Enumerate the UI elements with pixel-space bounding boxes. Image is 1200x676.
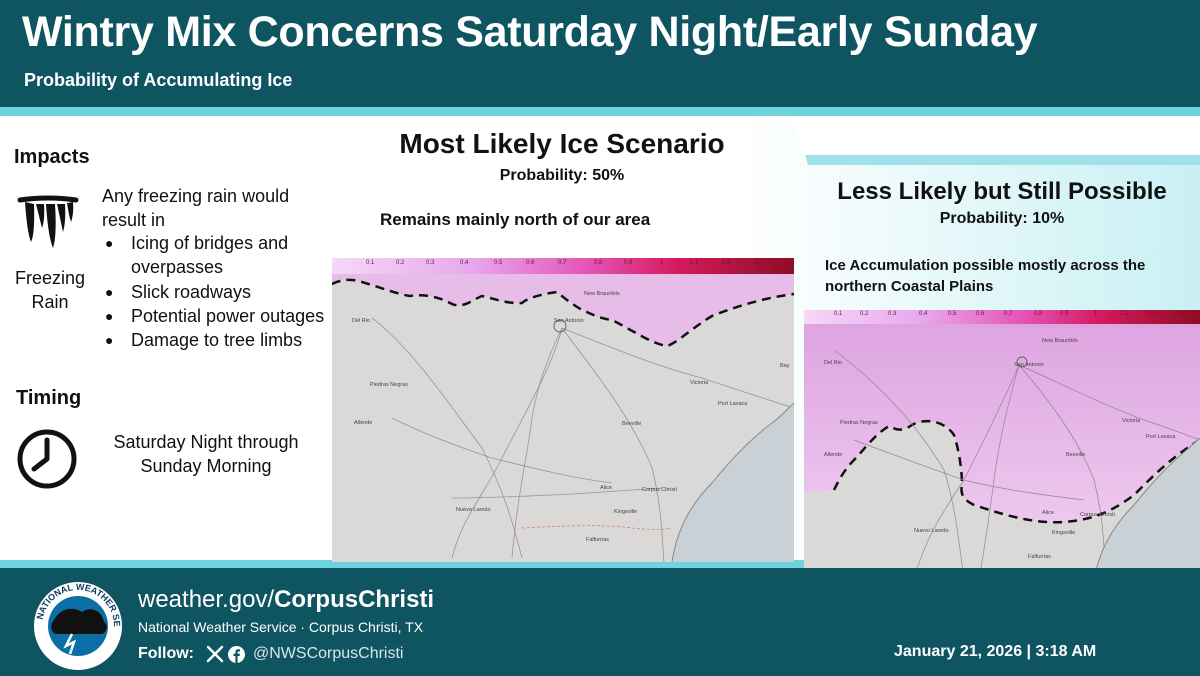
scale-tick: 0.2 bbox=[396, 260, 405, 266]
city-label: Corpus Christi bbox=[642, 487, 677, 493]
scale-tick: 0.9 bbox=[1060, 311, 1069, 317]
page-title: Wintry Mix Concerns Saturday Night/Early… bbox=[22, 8, 1038, 56]
city-label: San Antonio bbox=[554, 318, 584, 324]
impacts-intro: Any freezing rain would result in bbox=[102, 186, 290, 230]
list-item: Icing of bridges and overpasses bbox=[100, 231, 361, 280]
ice-map-less-likely: 0.1 0.2 0.3 0.4 0.5 0.6 0.7 0.8 0.9 1 1.… bbox=[804, 310, 1200, 580]
scale-tick: 0.5 bbox=[948, 311, 957, 317]
scale-tick: 0.7 bbox=[1004, 311, 1013, 317]
city-label: Allende bbox=[354, 420, 373, 426]
scale-tick: 0.2 bbox=[860, 311, 869, 317]
city-label: Victoria bbox=[690, 380, 709, 386]
scale-tick: 1 bbox=[1094, 311, 1098, 317]
city-label: Falfurrias bbox=[586, 537, 609, 543]
follow-label: Follow: bbox=[138, 645, 194, 662]
scale-tick: 0.7 bbox=[558, 260, 567, 266]
scale-tick: 0.8 bbox=[594, 260, 603, 266]
website-link[interactable]: weather.gov/CorpusChristi bbox=[138, 586, 434, 614]
city-label: Kingsville bbox=[1052, 530, 1076, 536]
ice-scale-bar: 0.1 0.2 0.3 0.4 0.5 0.6 0.7 0.8 0.9 1 1.… bbox=[332, 258, 794, 274]
scenario-main-note: Remains mainly north of our area bbox=[380, 210, 651, 229]
list-item: Slick roadways bbox=[100, 280, 361, 305]
city-label: Beeville bbox=[1066, 452, 1086, 458]
issued-datetime: January 21, 2026 | 3:18 AM bbox=[894, 643, 1097, 660]
office-name: National Weather Service · Corpus Christ… bbox=[138, 619, 424, 635]
freezing-rain-icon bbox=[17, 195, 79, 248]
scenario-main-probability: Probability: 50% bbox=[499, 167, 625, 184]
city-label: New Braunfels bbox=[584, 291, 620, 297]
social-handle[interactable]: @NWSCorpusChristi bbox=[253, 645, 404, 662]
city-label: Piedras Negras bbox=[840, 420, 878, 426]
city-label: Port Lavaca bbox=[718, 401, 748, 407]
city-label: Beeville bbox=[622, 421, 642, 427]
city-label: New Braunfels bbox=[1042, 338, 1078, 344]
scale-tick: 0.6 bbox=[976, 311, 985, 317]
website-prefix: weather.gov/ bbox=[138, 586, 275, 613]
scale-tick: 1.2 bbox=[1148, 311, 1157, 317]
scale-tick: 1.1 bbox=[1120, 311, 1129, 317]
city-label: San Antonio bbox=[1014, 362, 1044, 368]
timing-heading: Timing bbox=[16, 387, 82, 409]
impacts-heading: Impacts bbox=[14, 146, 90, 168]
page-subtitle: Probability of Accumulating Ice bbox=[24, 70, 293, 90]
scenario-alt-probability: Probability: 10% bbox=[939, 210, 1065, 227]
scale-tick: 0.4 bbox=[919, 311, 928, 317]
scale-tick: 1 bbox=[660, 260, 664, 266]
city-label: Victoria bbox=[1122, 418, 1141, 424]
nws-logo: NATIONAL WEATHER SERVICE bbox=[32, 580, 122, 670]
city-label: Allende bbox=[824, 452, 843, 458]
scale-tick: 0.9 bbox=[624, 260, 633, 266]
city-label: Del Rio bbox=[352, 318, 371, 324]
city-label: Alice bbox=[600, 485, 612, 491]
city-label: Del Rio bbox=[824, 360, 843, 366]
website-office: CorpusChristi bbox=[274, 586, 435, 613]
city-label: Nuevo Laredo bbox=[914, 528, 949, 534]
scale-tick: 1.1 bbox=[690, 260, 699, 266]
scale-tick: 0.5 bbox=[494, 260, 503, 266]
city-label: Falfurrias bbox=[1028, 554, 1051, 560]
facebook-icon[interactable] bbox=[228, 646, 245, 663]
city-label: Corpus Christi bbox=[1080, 512, 1115, 518]
ice-scale-bar: 0.1 0.2 0.3 0.4 0.5 0.6 0.7 0.8 0.9 1 1.… bbox=[804, 310, 1200, 324]
scenario-main-title: Most Likely Ice Scenario bbox=[399, 128, 725, 159]
scale-tick: 0.3 bbox=[888, 311, 897, 317]
freezing-rain-label: Freezing Rain bbox=[14, 268, 86, 312]
city-label: Nuevo Laredo bbox=[456, 507, 491, 513]
city-label: Piedras Negras bbox=[370, 382, 408, 388]
header-stripe bbox=[0, 107, 1200, 116]
scale-tick: 0.4 bbox=[460, 260, 469, 266]
impacts-list: Icing of bridges and overpasses Slick ro… bbox=[100, 231, 361, 353]
scale-tick: 1.3 bbox=[1176, 311, 1185, 317]
scenario-alt-title: Less Likely but Still Possible bbox=[837, 178, 1167, 205]
timing-text: Saturday Night through Sunday Morning bbox=[113, 432, 299, 476]
city-label: Kingsville bbox=[614, 509, 638, 515]
city-label: Port Lavaca bbox=[1146, 434, 1176, 440]
list-item: Damage to tree limbs bbox=[100, 328, 361, 353]
scale-tick: 0.1 bbox=[834, 311, 843, 317]
header-bar: Wintry Mix Concerns Saturday Night/Early… bbox=[0, 0, 1200, 107]
scale-tick: 1.3 bbox=[754, 260, 763, 266]
scenario-alt-note: Ice Accumulation possible mostly across … bbox=[825, 257, 1146, 295]
clock-icon bbox=[17, 429, 77, 489]
scale-tick: 0.6 bbox=[526, 260, 535, 266]
scale-tick: 1.2 bbox=[722, 260, 731, 266]
list-item: Potential power outages bbox=[100, 304, 361, 329]
footer-bar bbox=[0, 568, 1200, 676]
ice-map-most-likely: 0.1 0.2 0.3 0.4 0.5 0.6 0.7 0.8 0.9 1 1.… bbox=[332, 258, 794, 562]
scale-tick: 0.1 bbox=[366, 260, 375, 266]
city-label: Bay bbox=[780, 363, 790, 369]
scale-tick: 0.8 bbox=[1034, 311, 1043, 317]
x-social-icon[interactable] bbox=[205, 644, 225, 664]
city-label: Alice bbox=[1042, 510, 1054, 516]
scale-tick: 0.3 bbox=[426, 260, 435, 266]
